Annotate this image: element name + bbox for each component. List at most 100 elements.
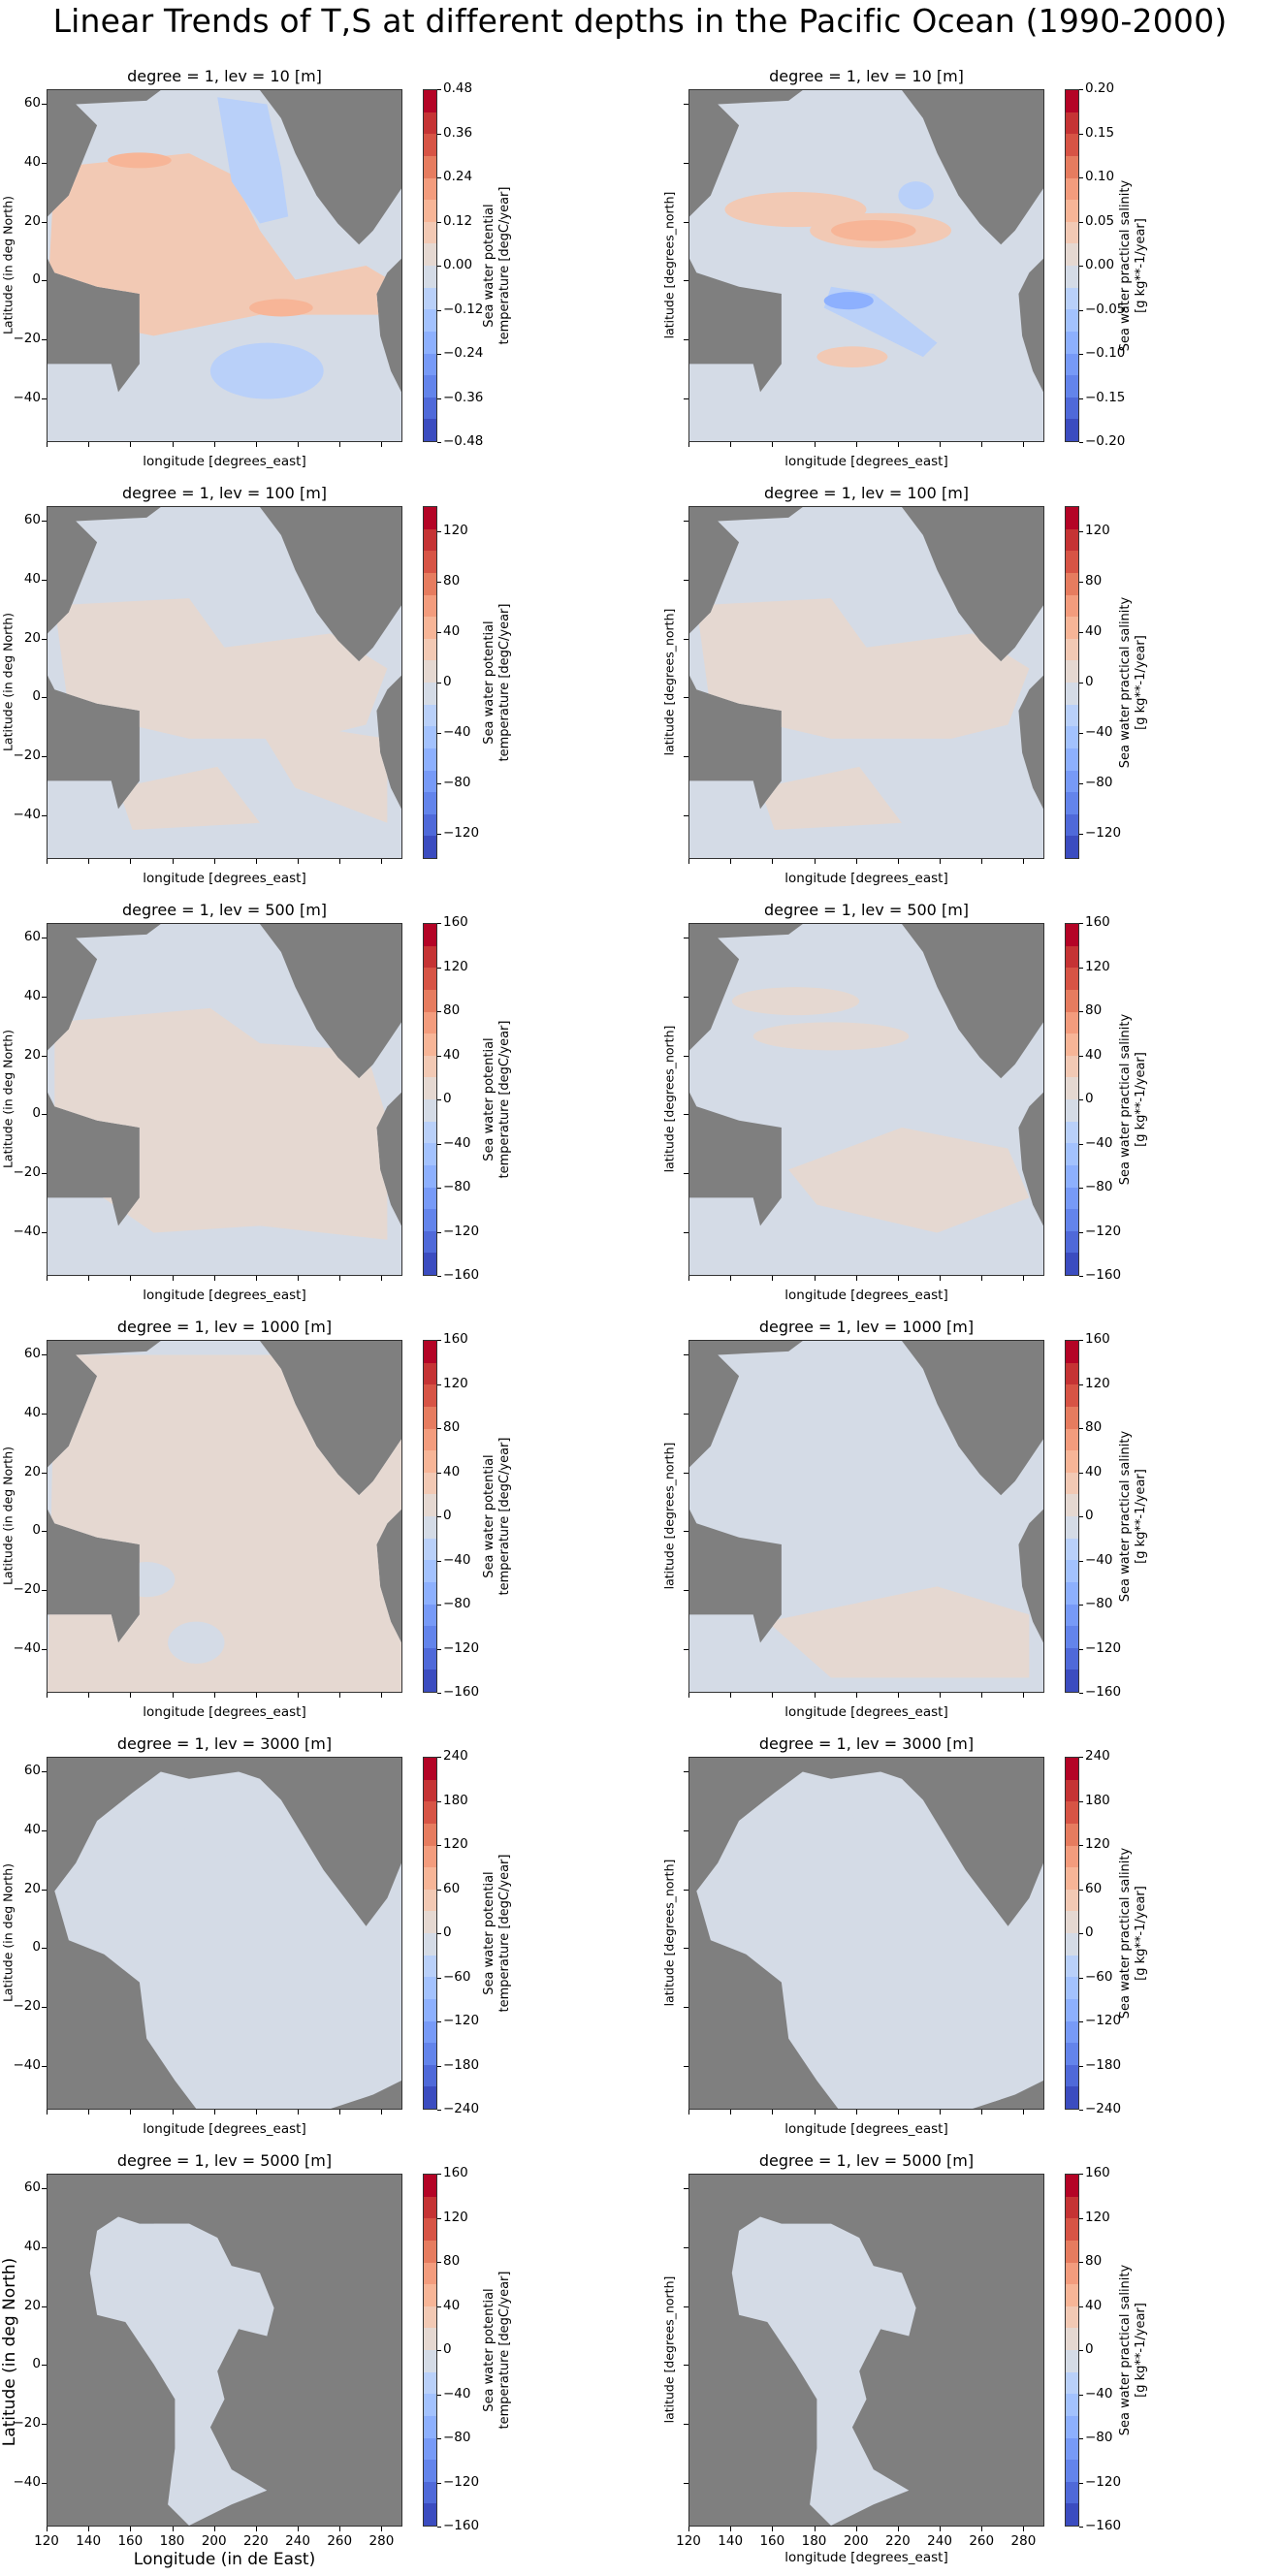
panel-salinity-row-4: degree = 1, lev = 3000 [m] longitude [de…	[640, 1730, 1280, 2147]
x-tick-mark	[1023, 2527, 1025, 2531]
y-tick-label: 40	[23, 570, 41, 587]
map-contour-plot	[48, 1758, 401, 2109]
x-tick-mark	[213, 442, 215, 447]
colorbar-tick-mark	[437, 89, 441, 90]
colorbar-level	[424, 1647, 436, 1670]
y-tick-mark	[42, 814, 47, 816]
x-tick-mark	[298, 859, 300, 864]
colorbar-tick-mark	[437, 2482, 441, 2484]
colorbar-level	[424, 1121, 436, 1144]
colorbar-tick-mark	[437, 2527, 441, 2528]
y-axis-label: Latitude (in deg North)	[0, 1446, 16, 1586]
x-tick-mark	[897, 1276, 899, 1281]
colorbar-tick-mark	[437, 309, 441, 311]
colorbar-tick-label: 40	[443, 1046, 461, 1063]
colorbar-level	[1066, 2350, 1078, 2372]
colorbar-level	[1066, 594, 1078, 618]
colorbar-tick-label: −160	[443, 1684, 480, 1700]
colorbar-level	[1066, 945, 1078, 969]
x-tick-mark	[940, 1693, 942, 1698]
y-tick-label: −40	[13, 389, 42, 405]
x-tick-label: 120	[676, 2533, 701, 2549]
colorbar-tick-mark	[1079, 2438, 1083, 2439]
x-tick-mark	[130, 2110, 132, 2115]
colorbar-level	[424, 1823, 436, 1846]
colorbar-tick-mark	[437, 1383, 441, 1385]
colorbar-level	[1066, 1450, 1078, 1473]
map-axes	[688, 1340, 1044, 1693]
colorbar-level	[424, 1099, 436, 1122]
y-tick-mark	[684, 2423, 688, 2425]
colorbar-level	[1066, 1143, 1078, 1165]
y-tick-label: −20	[13, 330, 42, 346]
colorbar-level	[1066, 2196, 1078, 2219]
colorbar	[423, 923, 437, 1276]
x-tick-mark	[88, 2527, 90, 2531]
map-contour-plot	[48, 1341, 401, 1692]
colorbar-tick-label: 240	[443, 1748, 468, 1764]
x-tick-mark	[772, 1693, 774, 1698]
colorbar-level	[424, 1867, 436, 1890]
colorbar-tick-mark	[437, 1693, 441, 1694]
x-tick-mark	[381, 442, 383, 447]
colorbar-level	[424, 1911, 436, 1933]
x-tick-mark	[1023, 1276, 1025, 1281]
colorbar-tick-label: −80	[443, 1179, 471, 1194]
colorbar-tick-label: 0	[443, 1924, 452, 1940]
y-tick-label: 60	[23, 1346, 41, 1362]
x-tick-mark	[172, 859, 174, 864]
colorbar-tick-label: 40	[1085, 623, 1103, 639]
y-tick-label: 0	[32, 2356, 41, 2372]
colorbar-tick-label: 0	[1085, 1508, 1094, 1523]
panel-temperature-row-4: degree = 1, lev = 3000 [m] 60 40 20 0 −20 −40…	[0, 1730, 640, 2147]
x-tick-mark	[981, 1693, 983, 1698]
colorbar-label: Sea water practical salinity [g kg**-1/y…	[1118, 576, 1149, 789]
colorbar-tick-mark	[1079, 1845, 1083, 1846]
x-tick-mark	[88, 1276, 90, 1281]
y-tick-label: 60	[23, 1763, 41, 1779]
colorbar-level	[1066, 309, 1078, 332]
colorbar-level	[424, 1143, 436, 1165]
x-tick-mark	[47, 2527, 48, 2531]
x-tick-mark	[897, 2527, 899, 2531]
y-tick-mark	[684, 814, 688, 816]
colorbar-level	[424, 1362, 436, 1385]
colorbar-level	[1066, 2240, 1078, 2263]
y-tick-label: −40	[13, 1223, 42, 1239]
colorbar-level	[1066, 221, 1078, 244]
colorbar-tick-label: 0	[443, 1091, 452, 1106]
colorbar-tick-mark	[437, 1011, 441, 1012]
colorbar-tick-label: −0.48	[443, 433, 484, 449]
colorbar-tick-mark	[1079, 1977, 1083, 1979]
y-tick-mark	[684, 1413, 688, 1415]
colorbar-level	[424, 375, 436, 398]
colorbar-tick-label: −120	[1085, 2473, 1122, 2490]
colorbar-level	[424, 551, 436, 573]
colorbar-tick-label: 40	[443, 1463, 461, 1479]
colorbar-tick-mark	[437, 2438, 441, 2439]
colorbar-tick-label: 0.05	[1085, 212, 1115, 229]
colorbar-tick-mark	[437, 398, 441, 399]
colorbar-tick-label: 180	[443, 1792, 468, 1808]
colorbar-tick-label: 180	[1085, 1792, 1110, 1808]
colorbar-level	[1066, 287, 1078, 310]
panel-title: degree = 1, lev = 10 [m]	[769, 67, 964, 85]
panel-temperature-row-5: degree = 1, lev = 5000 [m] 60 40 20 0 −20 −40…	[0, 2147, 640, 2569]
colorbar-tick-mark	[1079, 1099, 1083, 1100]
colorbar-level	[1066, 1779, 1078, 1802]
panel-title: degree = 1, lev = 5000 [m]	[116, 2151, 333, 2170]
colorbar-level	[424, 1516, 436, 1539]
colorbar-label: Sea water practical salinity [g kg**-1/y…	[1118, 2243, 1149, 2457]
map-axes	[688, 923, 1044, 1276]
colorbar	[423, 89, 437, 442]
colorbar-level	[424, 924, 436, 946]
x-tick-mark	[381, 1276, 383, 1281]
colorbar-tick-label: −80	[443, 2430, 471, 2445]
colorbar-level	[1066, 134, 1078, 156]
colorbar-tick-mark	[437, 733, 441, 734]
y-axis-label: latitude [degrees_north]	[661, 608, 677, 756]
colorbar-tick-label: −120	[443, 1223, 480, 1239]
colorbar-label: Sea water potential temperature [degC/ye…	[482, 576, 513, 789]
x-tick-label: 200	[843, 2533, 869, 2549]
colorbar-tick-label: 40	[1085, 1463, 1103, 1479]
